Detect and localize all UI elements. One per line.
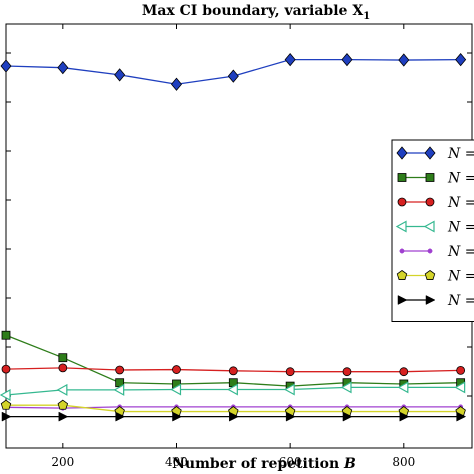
series-3-point bbox=[1, 364, 11, 374]
x-axis-label-variable: B bbox=[343, 456, 356, 472]
series-3-point bbox=[399, 367, 409, 377]
series-4-point bbox=[170, 383, 182, 396]
legend-marker bbox=[425, 173, 435, 182]
legend-label: N = bbox=[447, 195, 474, 211]
series-7-point bbox=[399, 411, 410, 422]
series-7-point bbox=[229, 411, 239, 422]
legend-marker bbox=[396, 146, 408, 160]
legend-marker bbox=[425, 197, 435, 207]
series-2-point bbox=[58, 353, 68, 363]
series-1-point bbox=[114, 68, 126, 82]
series-7-point bbox=[1, 411, 12, 422]
x-tick-label: 800 bbox=[392, 455, 415, 469]
x-axis-label: Number of repetition B bbox=[172, 456, 356, 472]
series-3-point bbox=[228, 366, 238, 376]
series-7-point bbox=[342, 411, 353, 422]
legend-marker bbox=[397, 197, 407, 207]
x-tick-label: 200 bbox=[51, 455, 74, 469]
series-7-point bbox=[115, 411, 126, 422]
chart-title: Max CI boundary, variable X1 bbox=[142, 3, 370, 22]
legend-label: N = bbox=[447, 269, 474, 285]
series-7-point bbox=[456, 411, 467, 422]
series-3-point bbox=[285, 367, 295, 377]
series-3-point bbox=[456, 366, 466, 375]
legend-label: N = bbox=[447, 146, 474, 162]
series-6-point bbox=[0, 399, 12, 410]
series-1-point bbox=[170, 77, 183, 91]
series-3-point bbox=[172, 365, 181, 374]
legend-marker bbox=[396, 270, 408, 280]
legend-marker bbox=[425, 295, 436, 305]
legend: N = N = N = N = N = N = N = bbox=[391, 139, 474, 322]
legend-marker bbox=[397, 295, 408, 305]
legend-marker bbox=[399, 248, 405, 254]
legend-label: N = bbox=[447, 293, 474, 309]
series-3-point bbox=[58, 363, 68, 373]
series-6-point bbox=[57, 399, 69, 410]
series-4-point bbox=[227, 383, 238, 396]
series-4-point bbox=[340, 381, 352, 394]
x-tick-label: 600 bbox=[279, 455, 302, 469]
series-7-point bbox=[58, 411, 69, 422]
legend-marker bbox=[423, 220, 435, 233]
series-3-point bbox=[342, 367, 352, 377]
legend-marker bbox=[395, 220, 407, 233]
series-1-point bbox=[227, 69, 239, 83]
x-tick-label: 400 bbox=[165, 455, 188, 469]
series-2-point bbox=[1, 330, 11, 340]
series-3-point bbox=[115, 365, 125, 375]
series-1-point bbox=[0, 59, 12, 73]
series-1-point bbox=[455, 52, 467, 67]
series-4-point bbox=[454, 381, 466, 394]
series-4-point bbox=[0, 388, 11, 402]
series-1-point bbox=[57, 61, 69, 75]
series-1-point bbox=[398, 53, 410, 67]
series-7-point bbox=[172, 411, 183, 422]
series-1-point bbox=[341, 52, 353, 67]
chart-title-subscript: 1 bbox=[363, 11, 370, 22]
series-1-point bbox=[284, 52, 296, 67]
legend-marker bbox=[424, 146, 436, 160]
series-7-point bbox=[285, 411, 296, 422]
legend-marker bbox=[424, 270, 436, 280]
series-4-point bbox=[397, 381, 409, 394]
legend-marker bbox=[427, 248, 433, 254]
legend-label: N = bbox=[447, 220, 474, 236]
legend-marker bbox=[397, 173, 407, 182]
series-4-point bbox=[113, 383, 125, 396]
legend-label: N = bbox=[447, 171, 474, 187]
series-4-point bbox=[283, 383, 295, 396]
plot-area: 200 400 600 800 N = N = N = N = N = N = N = bbox=[0, 23, 474, 469]
series-4-point bbox=[56, 383, 68, 396]
legend-label: N = bbox=[447, 244, 474, 260]
